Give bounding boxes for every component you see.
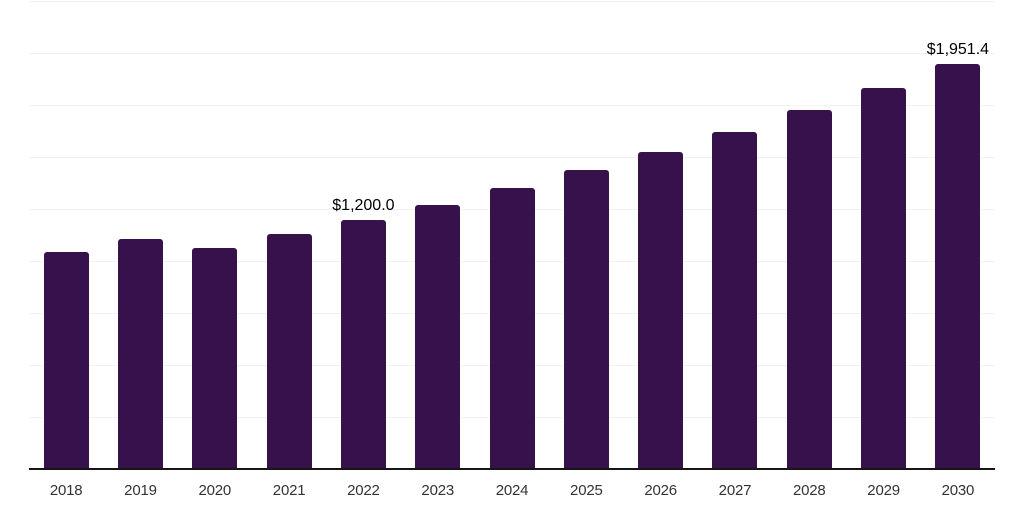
- x-tick-2020: 2020: [198, 482, 232, 499]
- bar-band-2023: [401, 2, 475, 470]
- x-axis-labels: 2018 2019 2020 2021 2022 2023 2024 2025 2026 2027…: [29, 482, 995, 499]
- bar-band-2029: [846, 2, 920, 470]
- bar-band-2027: [698, 2, 772, 470]
- x-tick-2027: 2027: [718, 482, 752, 499]
- bar-2019: [117, 239, 163, 470]
- bars: $1,200.0 $1,951.4: [29, 2, 995, 470]
- bar-band-2025: [549, 2, 623, 470]
- x-axis-line: [29, 468, 995, 470]
- bar-band-2022: $1,200.0: [326, 2, 400, 470]
- bar-band-2020: [178, 2, 252, 470]
- gridline-1500: [29, 157, 995, 158]
- bar-2020: [192, 248, 238, 470]
- x-tick-2018: 2018: [49, 482, 83, 499]
- x-tick-2023: 2023: [421, 482, 454, 499]
- bar-band-2018: [29, 2, 103, 470]
- x-tick-2025: 2025: [570, 482, 603, 499]
- bar-band-2028: [772, 2, 846, 470]
- bar-2029: [861, 87, 907, 470]
- bar-band-2030: $1,951.4: [921, 2, 995, 470]
- bar-2025: [563, 170, 609, 470]
- bar-2027: [712, 131, 758, 470]
- x-tick-2019: 2019: [124, 482, 157, 499]
- x-tick-2028: 2028: [792, 482, 826, 499]
- bar-2021: [266, 234, 312, 470]
- bar-band-2021: [252, 2, 326, 470]
- bar-2024: [489, 188, 535, 470]
- x-tick-2021: 2021: [272, 482, 306, 499]
- bar-2022: [340, 220, 386, 470]
- gridline-1750: [29, 105, 995, 106]
- plot-area: $1,200.0 $1,951.4: [29, 1, 995, 470]
- bar-2026: [638, 151, 684, 470]
- bar-2023: [415, 204, 461, 470]
- x-tick-2026: 2026: [644, 482, 677, 499]
- bar-band-2024: [475, 2, 549, 470]
- x-tick-2024: 2024: [495, 482, 529, 499]
- value-label-2022: $1,200.0: [332, 197, 395, 215]
- bar-band-2026: [624, 2, 698, 470]
- bar-2030: [935, 64, 981, 470]
- bar-band-2019: [103, 2, 177, 470]
- value-label-2030: $1,951.4: [926, 40, 990, 58]
- bar-2018: [43, 252, 89, 470]
- bar-2028: [786, 110, 832, 470]
- gridline-2000: [29, 53, 995, 54]
- gridline-2250: [29, 1, 995, 2]
- x-tick-2030: 2030: [941, 482, 975, 499]
- x-tick-2022: 2022: [347, 482, 380, 499]
- x-tick-2029: 2029: [867, 482, 900, 499]
